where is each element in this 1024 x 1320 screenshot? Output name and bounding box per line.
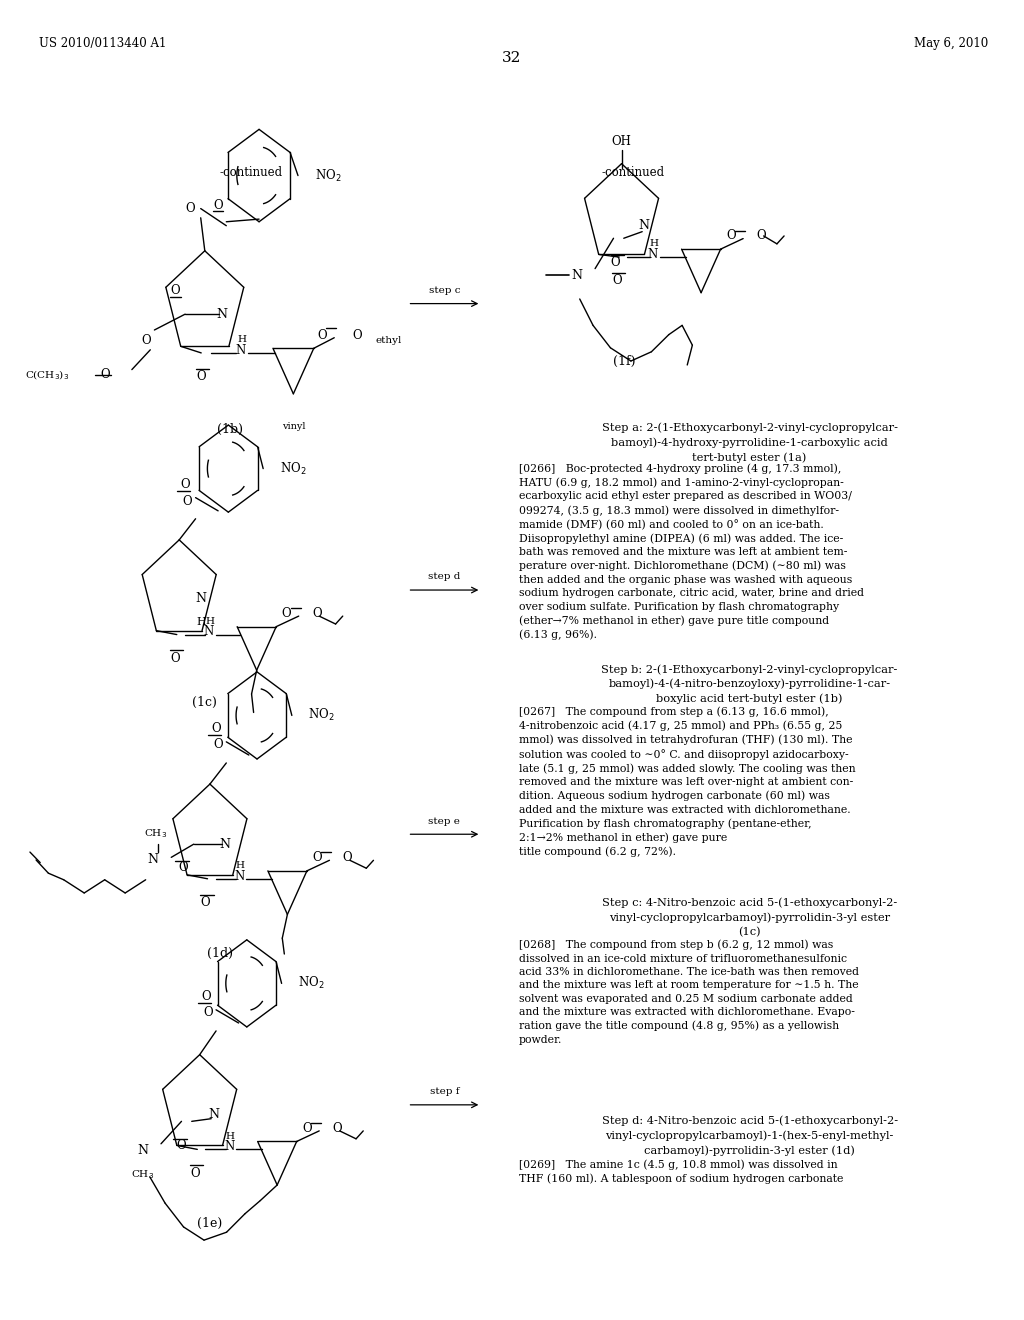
Text: O: O: [185, 202, 196, 215]
Text: N: N: [639, 219, 650, 231]
Text: O: O: [177, 1139, 186, 1151]
Text: N: N: [137, 1144, 148, 1156]
Text: O: O: [610, 256, 621, 268]
Text: (1c): (1c): [193, 696, 217, 709]
Text: NO$_2$: NO$_2$: [308, 708, 335, 723]
Text: ethyl: ethyl: [375, 335, 401, 345]
Text: C(CH$_3$)$_3$: C(CH$_3$)$_3$: [26, 368, 70, 381]
Text: H: H: [649, 239, 658, 248]
Text: O: O: [179, 862, 188, 874]
Text: N: N: [648, 248, 658, 261]
Text: step e: step e: [428, 817, 461, 825]
Text: CH$_3$: CH$_3$: [144, 828, 168, 840]
Text: (1e): (1e): [198, 1217, 222, 1230]
Text: O: O: [352, 329, 362, 342]
Text: O: O: [213, 199, 223, 213]
Text: Step c: 4-Nitro-benzoic acid 5-(1-ethoxycarbonyl-2-
vinyl-cyclopropylcarbamoyl)-: Step c: 4-Nitro-benzoic acid 5-(1-ethoxy…: [602, 898, 897, 937]
Text: O: O: [170, 284, 179, 297]
Text: May 6, 2010: May 6, 2010: [913, 37, 988, 50]
Text: O: O: [302, 1122, 311, 1135]
Text: NO$_2$: NO$_2$: [280, 461, 306, 477]
Text: O: O: [726, 230, 735, 243]
Text: H: H: [196, 618, 206, 627]
Text: N: N: [147, 854, 159, 866]
Text: H: H: [225, 1131, 234, 1140]
Text: O: O: [757, 230, 766, 243]
Text: NO$_2$: NO$_2$: [298, 975, 325, 991]
Text: O: O: [201, 896, 210, 909]
Text: step c: step c: [429, 286, 460, 294]
Text: NO$_2$: NO$_2$: [315, 168, 342, 183]
Text: step d: step d: [428, 573, 461, 581]
Text: (1f): (1f): [613, 355, 636, 368]
Text: H: H: [236, 861, 245, 870]
Text: O: O: [170, 652, 179, 665]
Text: O: O: [312, 607, 322, 620]
Text: H: H: [205, 616, 214, 626]
Text: N: N: [224, 1140, 234, 1154]
Text: vinyl: vinyl: [282, 422, 305, 432]
Text: [0268]   The compound from step b (6.2 g, 12 mmol) was
dissolved in an ice-cold : [0268] The compound from step b (6.2 g, …: [519, 940, 859, 1044]
Text: O: O: [203, 1006, 213, 1019]
Text: O: O: [211, 722, 221, 735]
Text: OH: OH: [611, 135, 632, 148]
Text: O: O: [282, 607, 291, 620]
Text: Step b: 2-(1-Ethoxycarbonyl-2-vinyl-cyclopropylcar-
bamoyl)-4-(4-nitro-benzoylox: Step b: 2-(1-Ethoxycarbonyl-2-vinyl-cycl…: [601, 664, 898, 704]
Text: [0269]   The amine 1c (4.5 g, 10.8 mmol) was dissolved in
THF (160 ml). A tables: [0269] The amine 1c (4.5 g, 10.8 mmol) w…: [519, 1159, 844, 1184]
Text: O: O: [612, 275, 622, 288]
Text: [0266]   Boc-protected 4-hydroxy proline (4 g, 17.3 mmol),
HATU (6.9 g, 18.2 mmo: [0266] Boc-protected 4-hydroxy proline (…: [519, 463, 864, 640]
Text: H: H: [238, 335, 247, 345]
Text: N: N: [571, 269, 583, 281]
Text: O: O: [197, 370, 206, 383]
Text: O: O: [213, 738, 223, 751]
Text: O: O: [317, 329, 327, 342]
Text: N: N: [196, 593, 207, 605]
Text: N: N: [216, 308, 227, 321]
Text: O: O: [182, 495, 193, 508]
Text: US 2010/0113440 A1: US 2010/0113440 A1: [39, 37, 166, 50]
Text: O: O: [343, 851, 352, 865]
Text: O: O: [180, 478, 190, 491]
Text: CH$_3$: CH$_3$: [131, 1168, 155, 1180]
Text: -continued: -continued: [219, 166, 283, 180]
Text: Step d: 4-Nitro-benzoic acid 5-(1-ethoxycarbonyl-2-
vinyl-cyclopropylcarbamoyl)-: Step d: 4-Nitro-benzoic acid 5-(1-ethoxy…: [601, 1115, 898, 1155]
Text: N: N: [204, 626, 214, 639]
Text: N: N: [234, 870, 245, 883]
Text: (1b): (1b): [217, 422, 244, 436]
Text: N: N: [209, 1109, 220, 1121]
Text: N: N: [234, 343, 245, 356]
Text: Step a: 2-(1-Ethoxycarbonyl-2-vinyl-cyclopropylcar-
bamoyl)-4-hydroxy-pyrrolidin: Step a: 2-(1-Ethoxycarbonyl-2-vinyl-cycl…: [601, 422, 898, 462]
Text: O: O: [100, 368, 110, 381]
Text: 32: 32: [503, 51, 521, 66]
Text: O: O: [141, 334, 151, 347]
Text: [0267]   The compound from step a (6.13 g, 16.6 mmol),
4-nitrobenzoic acid (4.17: [0267] The compound from step a (6.13 g,…: [519, 706, 856, 857]
Text: O: O: [190, 1167, 200, 1180]
Text: (1d): (1d): [207, 946, 233, 960]
Text: O: O: [312, 851, 322, 865]
Text: -continued: -continued: [601, 166, 665, 180]
Text: step f: step f: [430, 1088, 459, 1096]
Text: O: O: [333, 1122, 342, 1135]
Text: N: N: [219, 838, 230, 850]
Text: O: O: [201, 990, 211, 1003]
